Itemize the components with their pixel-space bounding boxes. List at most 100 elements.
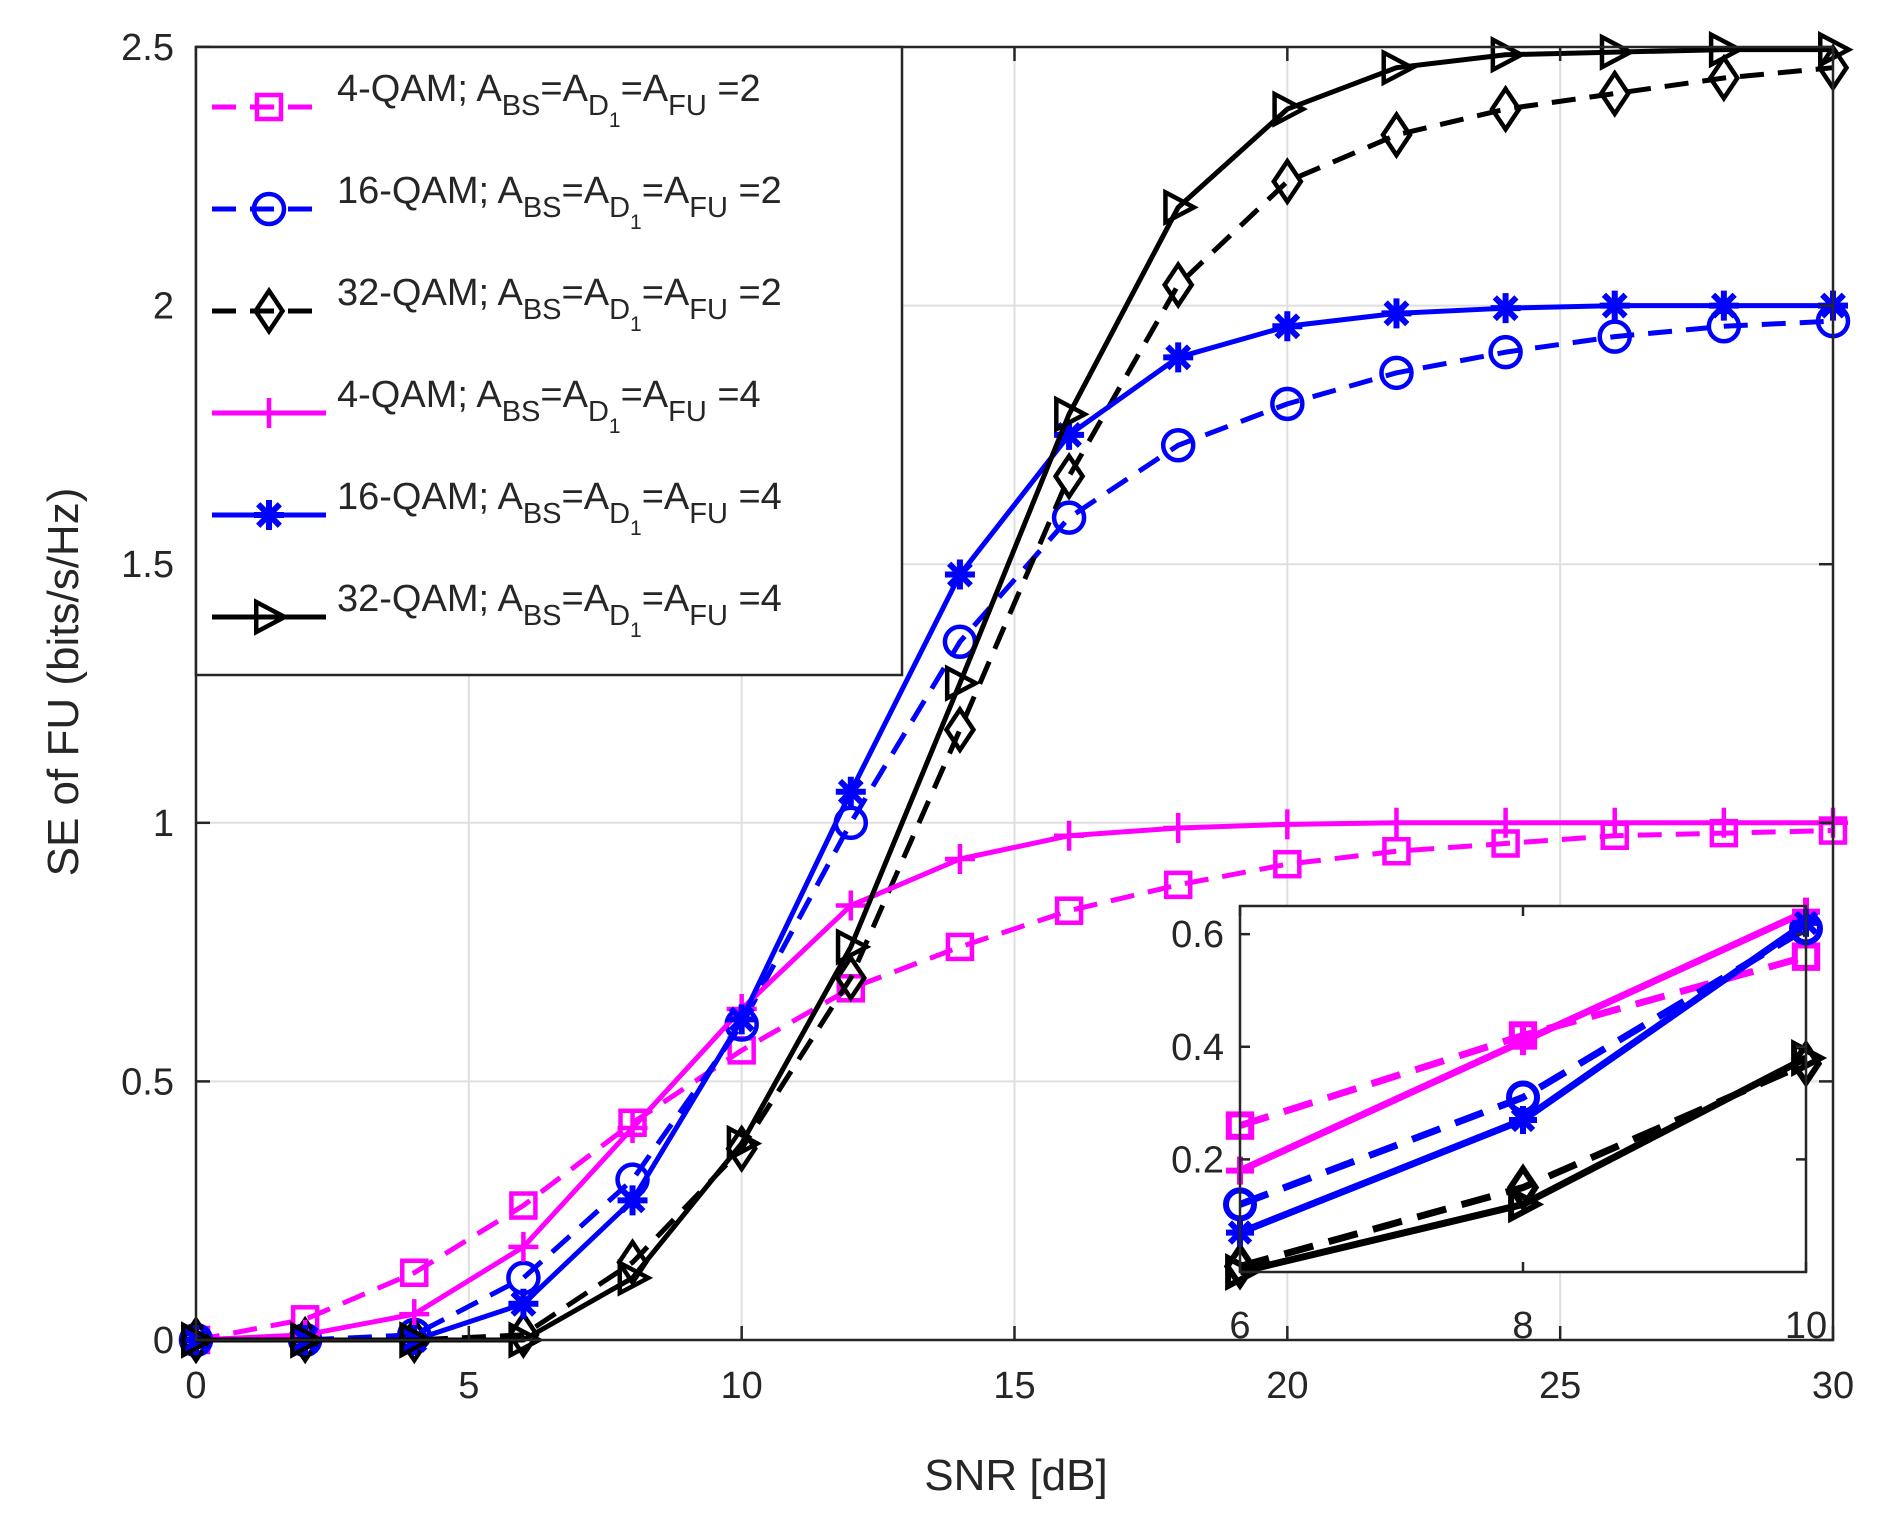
legend-entry: 16-QAM; ABS=AD1=AFU =2 (212, 170, 782, 234)
legend-label: 32-QAM; ABS=AD1=AFU =2 (337, 272, 782, 336)
asterisk-marker (1599, 290, 1630, 321)
legend-label-part: =A (562, 476, 610, 518)
legend-label-part: D (609, 294, 630, 326)
asterisk-marker (617, 1185, 648, 1216)
inset-y-tick-label: 0.4 (1171, 1027, 1224, 1069)
diamond-marker (616, 1238, 649, 1287)
diamond-marker (1052, 451, 1086, 501)
asterisk-marker (1272, 311, 1303, 342)
plus-marker (835, 890, 866, 921)
series-line (195, 820, 1833, 1343)
triangle-marker (1163, 188, 1199, 227)
inset-x-tick-label: 6 (1229, 1305, 1250, 1347)
series-line (196, 318, 1834, 1343)
y-tick-label: 2.5 (121, 27, 174, 69)
legend-label-part: =A (642, 170, 690, 212)
triangle-marker (181, 1321, 217, 1359)
plus-marker (944, 844, 975, 875)
y-tick-label: 2 (153, 286, 174, 328)
circle-marker (506, 1260, 541, 1296)
legend-entry: 4-QAM; ABS=AD1=AFU =2 (212, 68, 761, 132)
legend-label-part: =4 (728, 476, 782, 518)
legend-label-part: D (609, 600, 630, 632)
legend-label-part: FU (689, 498, 728, 530)
square-marker (400, 1258, 429, 1288)
legend-label-part: =A (642, 476, 690, 518)
legend-label-part: =A (621, 374, 669, 416)
legend-entry: 32-QAM; ABS=AD1=AFU =2 (212, 272, 782, 336)
diamond-marker (943, 705, 977, 755)
inset-series-6 (1225, 1039, 1828, 1291)
square-marker (1054, 896, 1084, 925)
diamond-marker (1707, 53, 1741, 103)
legend-label-part: 1 (609, 415, 621, 438)
y-tick-label: 1.5 (121, 544, 174, 586)
legend-label-part: 1 (630, 313, 642, 336)
diamond-marker (1598, 69, 1631, 118)
x-axis-label: SNR [dB] (924, 1451, 1107, 1500)
legend-label-part: =A (562, 170, 610, 212)
circle-marker (1597, 319, 1632, 354)
legend-label-part: BS (523, 192, 562, 224)
diamond-marker (252, 286, 286, 336)
legend-label: 4-QAM; ABS=AD1=AFU =4 (337, 374, 761, 438)
asterisk-marker (835, 776, 866, 807)
plus-marker (508, 1231, 539, 1262)
legend-label-part: =4 (707, 374, 761, 416)
square-marker (509, 1191, 538, 1220)
triangle-marker (1272, 90, 1308, 128)
triangle-marker (1599, 33, 1636, 71)
x-tick-label: 0 (185, 1365, 206, 1407)
legend-label-part: 4-QAM; A (337, 68, 502, 110)
diamond-marker (1271, 157, 1304, 206)
legend-label-part: FU (689, 600, 728, 632)
plus-marker (1490, 807, 1521, 838)
x-tick-label: 30 (1812, 1365, 1854, 1407)
legend-label-part: BS (523, 294, 562, 326)
triangle-marker (1225, 1253, 1262, 1291)
legend-label-part: FU (668, 90, 707, 122)
asterisk-marker (1490, 293, 1521, 324)
triangle-marker (835, 928, 872, 966)
y-tick-label: 1 (153, 803, 174, 845)
triangle-marker (944, 664, 981, 702)
asterisk-marker (726, 1004, 757, 1035)
legend-label-part: =2 (728, 170, 782, 212)
inset-x-tick-label: 8 (1512, 1305, 1533, 1347)
square-marker (1273, 849, 1302, 879)
series-4 (181, 807, 1848, 1355)
legend-label-part: FU (668, 396, 707, 428)
plus-marker (254, 398, 284, 428)
legend-label-part: 1 (630, 517, 642, 540)
circle-marker (1051, 500, 1087, 535)
legend-entry: 16-QAM; ABS=AD1=AFU =4 (212, 476, 782, 540)
legend-label-part: 1 (630, 619, 642, 642)
square-marker (945, 932, 975, 962)
legend-label-part: =A (642, 272, 690, 314)
x-tick-label: 5 (458, 1365, 479, 1407)
legend-label-part: FU (689, 294, 728, 326)
legend-label-part: D (588, 90, 609, 122)
triangle-marker (1508, 1185, 1545, 1224)
legend-label-part: =A (621, 68, 669, 110)
circle-marker (1488, 334, 1523, 370)
asterisk-marker (944, 559, 975, 590)
legend-label-part: D (609, 192, 630, 224)
plus-marker (399, 1299, 430, 1330)
legend-label-part: =A (540, 68, 588, 110)
plus-marker (617, 1112, 648, 1143)
legend-label-part: =A (642, 578, 690, 620)
legend-label-part: D (609, 498, 630, 530)
inset-zoom-plot: 6 8 10 0.2 0.4 0.6 (1171, 897, 1828, 1347)
legend-label-part: BS (523, 600, 562, 632)
diamond-marker (1161, 260, 1195, 310)
plus-marker (1272, 809, 1303, 840)
y-axis-label: SE of FU (bits/s/Hz) (39, 488, 88, 877)
x-tick-label: 10 (721, 1365, 763, 1407)
legend-label: 16-QAM; ABS=AD1=AFU =2 (337, 170, 782, 234)
asterisk-marker (254, 500, 284, 530)
legend-label-part: 16-QAM; A (337, 476, 523, 518)
plus-marker (1599, 807, 1630, 838)
legend-label-part: =2 (728, 272, 782, 314)
